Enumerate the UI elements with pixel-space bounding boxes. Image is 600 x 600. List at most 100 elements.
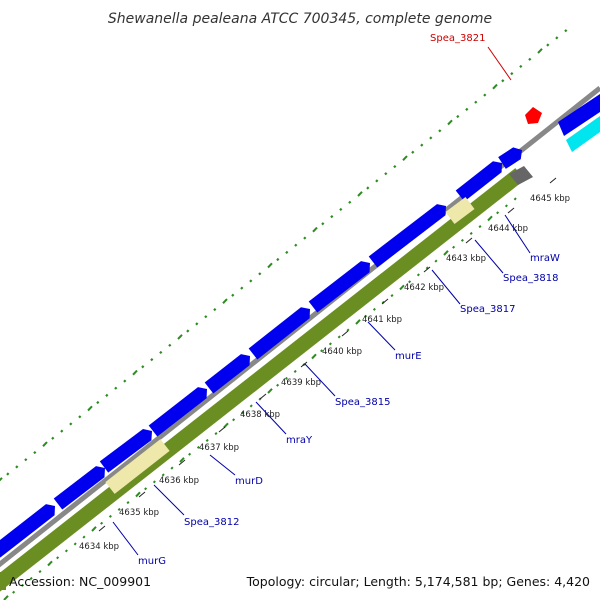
outer-tick xyxy=(510,72,514,76)
outer-tick xyxy=(375,179,379,183)
gene-pointer-line xyxy=(112,521,139,556)
outer-tick xyxy=(96,400,100,405)
outer-tick xyxy=(0,477,3,482)
ruler-tick xyxy=(507,207,515,214)
inner-tick xyxy=(328,342,332,346)
inner-tick xyxy=(267,388,273,394)
outer-tick xyxy=(231,293,235,297)
inner-tick xyxy=(364,314,368,318)
inner-tick xyxy=(487,215,493,222)
highlight-pointer-line xyxy=(487,46,512,81)
ruler-label: 4642 kbp xyxy=(404,283,444,293)
inner-tick xyxy=(135,491,141,498)
inner-tick xyxy=(346,328,350,332)
inner-tick xyxy=(434,259,438,263)
gene-track xyxy=(0,168,525,592)
inner-tick xyxy=(108,514,112,518)
cds-arrow xyxy=(308,261,370,313)
cds-arrow xyxy=(455,161,502,202)
gene-label: Spea_3818 xyxy=(503,273,558,284)
outer-tick xyxy=(195,322,199,326)
ruler-label: 4640 kbp xyxy=(322,347,362,357)
map-title: Shewanella pealeana ATCC 700345, complet… xyxy=(108,11,492,27)
outer-tick-row xyxy=(0,29,568,482)
ruler-tick xyxy=(341,330,349,337)
outer-tick xyxy=(258,272,262,276)
outer-tick xyxy=(330,215,334,219)
inner-tick xyxy=(284,376,288,380)
inner-tick xyxy=(496,211,500,215)
inner-tick xyxy=(20,583,24,587)
outer-tick xyxy=(186,329,190,333)
inner-tick xyxy=(355,319,361,325)
inner-tick xyxy=(161,473,165,477)
inner-tick xyxy=(452,245,456,249)
outer-tick xyxy=(303,236,307,240)
gene-label: mraY xyxy=(286,435,313,446)
genome-summary-text: Topology: circular; Length: 5,174,581 bp… xyxy=(246,574,590,589)
inner-tick xyxy=(179,457,185,463)
ruler-tick xyxy=(218,426,226,433)
gene-pointer-line xyxy=(255,401,287,435)
inner-tick xyxy=(293,369,297,373)
inner-tick xyxy=(64,549,68,553)
outer-tick xyxy=(519,64,523,69)
ruler-label: 4634 kbp xyxy=(79,542,119,552)
inner-tick xyxy=(425,266,429,270)
outer-tick xyxy=(447,119,453,126)
inner-tick xyxy=(73,542,77,546)
outer-tick xyxy=(339,207,343,212)
outer-tick xyxy=(546,43,550,47)
gene-pointer-line xyxy=(304,363,336,397)
ruler-tick xyxy=(465,237,473,244)
outer-tick xyxy=(312,226,318,233)
outer-tick xyxy=(177,334,183,340)
outer-tick xyxy=(87,405,93,412)
gene-label: Spea_3817 xyxy=(460,304,515,315)
outer-tick xyxy=(15,465,19,469)
outer-tick xyxy=(402,155,408,161)
inner-tick xyxy=(460,238,464,242)
outer-tick xyxy=(51,436,55,440)
inner-tick xyxy=(3,595,9,600)
outer-tick xyxy=(537,48,543,54)
outer-tick xyxy=(384,172,388,176)
inner-tick xyxy=(117,507,121,511)
ruler-tick xyxy=(138,491,146,498)
inner-tick xyxy=(82,535,86,539)
outer-tick xyxy=(105,393,109,397)
gene-pointer-line xyxy=(504,214,531,254)
gene-light-segment xyxy=(105,439,170,494)
outer-tick xyxy=(294,243,298,247)
outer-tick xyxy=(420,143,424,147)
inner-tick xyxy=(337,335,341,339)
inner-tick xyxy=(478,225,482,229)
outer-tick xyxy=(411,150,415,154)
inner-tick xyxy=(276,383,280,387)
gene-pointer-line xyxy=(474,239,504,274)
inner-tick xyxy=(205,438,209,442)
ruler-tick xyxy=(300,361,308,368)
gene-label: Spea_3812 xyxy=(184,517,239,528)
outer-tick xyxy=(222,298,228,304)
ruler-tick xyxy=(549,177,557,184)
outer-tick xyxy=(168,343,172,347)
inner-tick xyxy=(311,353,317,360)
legend-swatch xyxy=(0,572,6,590)
gene-label: Spea_3815 xyxy=(335,397,390,408)
outer-tick xyxy=(249,279,253,283)
cds-arrow xyxy=(148,387,207,437)
inner-tick xyxy=(100,521,104,525)
outer-tick xyxy=(132,369,138,376)
ruler-label: 4635 kbp xyxy=(119,508,159,518)
inner-tick xyxy=(29,576,33,580)
ruler-label: 4637 kbp xyxy=(199,443,239,453)
ruler-label: 4638 kbp xyxy=(240,410,280,420)
outer-tick xyxy=(24,458,28,462)
outer-tick xyxy=(150,358,154,362)
outer-tick xyxy=(483,93,487,97)
cds-arrow xyxy=(498,147,522,169)
inner-tick xyxy=(12,590,16,594)
outer-tick xyxy=(42,441,48,447)
